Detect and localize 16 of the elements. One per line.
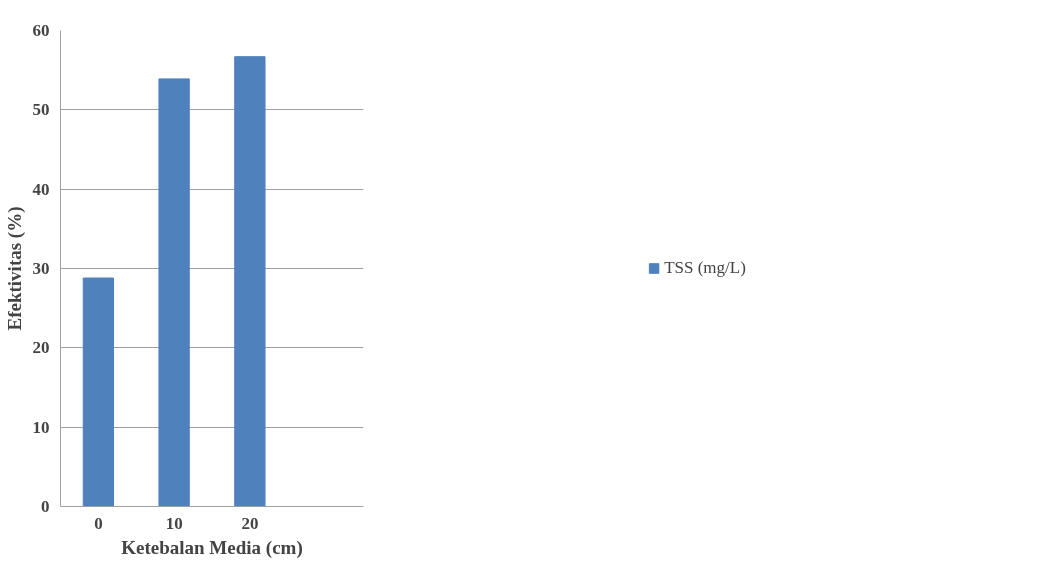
x-axis-title: Ketebalan Media (cm)	[121, 536, 303, 559]
x-tick-label: 20	[241, 513, 259, 533]
x-tick-label: 0	[94, 513, 103, 533]
y-tick-label: 20	[32, 338, 50, 358]
y-axis-title: Efektivitas (%)	[3, 206, 26, 331]
y-tick-label: 30	[32, 259, 50, 278]
y-tick-label: 0	[41, 497, 50, 516]
bar	[234, 56, 266, 507]
y-tick-label: 60	[32, 21, 50, 40]
legend-label: TSS (mg/L)	[664, 258, 746, 278]
bar	[82, 277, 115, 507]
y-tick-label: 50	[32, 100, 50, 120]
y-tick-label: 10	[32, 417, 50, 437]
y-tick-label: 40	[32, 179, 50, 199]
x-tick-label: 10	[165, 513, 183, 533]
bar	[158, 78, 190, 507]
